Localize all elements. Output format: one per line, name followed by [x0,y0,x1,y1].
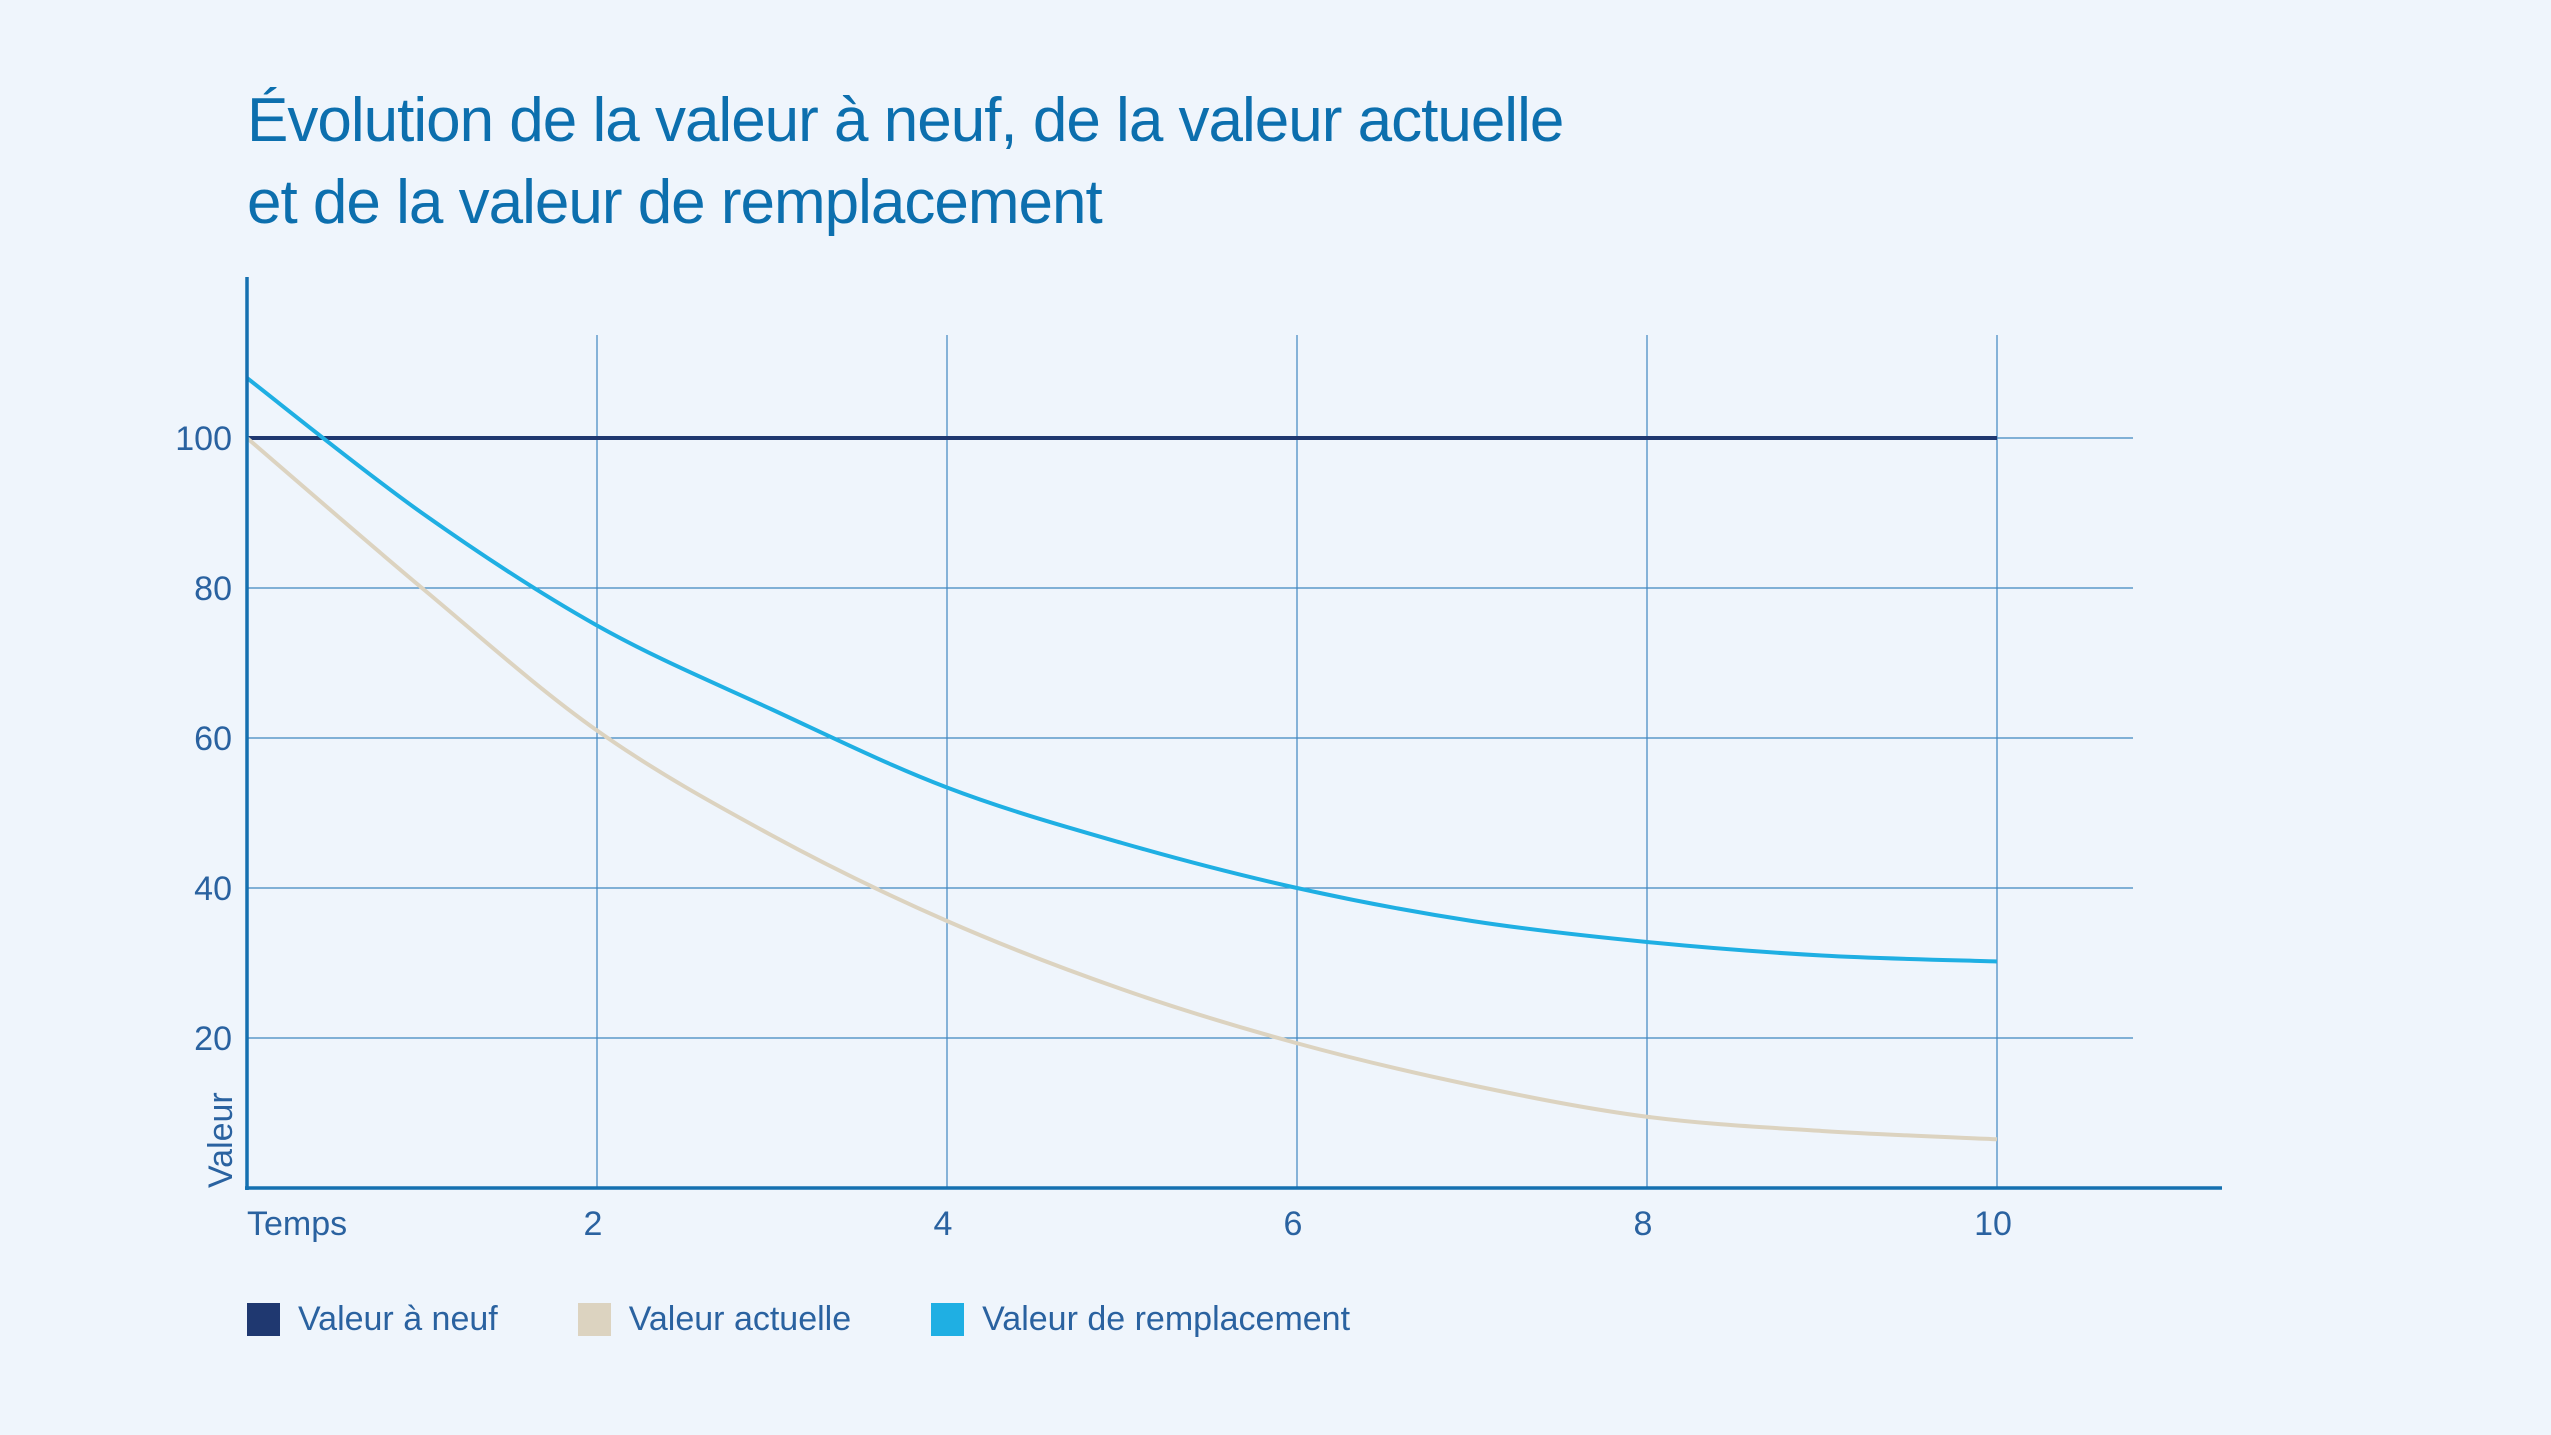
x-tick-label: 6 [1284,1205,1303,1243]
chart-title-line-2: et de la valeur de remplacement [247,168,1103,237]
series-line-valeur-actuelle [245,436,1998,1142]
legend-swatch [931,1303,965,1336]
y-tick-label: 100 [175,420,232,458]
x-tick-label: 10 [1974,1205,2012,1243]
y-tick-label: 80 [194,570,232,608]
y-tick-label: 40 [194,870,232,908]
series-line-valeur-de-remplacement [245,376,1998,964]
legend-label: Valeur actuelle [628,1300,852,1338]
y-tick-label: 20 [194,1020,232,1058]
legend-label: Valeur de remplacement [982,1300,1351,1338]
chart-title: Évolution de la valeur à neuf, de la val… [247,80,1564,244]
y-axis-label: Valeur [202,1092,240,1188]
x-axis-label: Temps [247,1205,347,1243]
chart-title-line-1: Évolution de la valeur à neuf, de la val… [247,86,1564,155]
x-tick-label: 8 [1634,1205,1653,1243]
legend-item-valeur-de-remplacement: Valeur de remplacement [931,1300,1350,1339]
legend: Valeur à neuf Valeur actuelle Valeur de … [247,1300,1430,1339]
legend-swatch [247,1303,280,1336]
x-tick-label: 2 [584,1205,603,1243]
legend-item-valeur-a-neuf: Valeur à neuf [247,1300,498,1339]
legend-item-valeur-actuelle: Valeur actuelle [577,1300,852,1339]
y-tick-label: 60 [194,720,232,758]
legend-label: Valeur à neuf [298,1300,498,1338]
legend-swatch [577,1303,611,1336]
x-tick-label: 4 [934,1205,953,1243]
